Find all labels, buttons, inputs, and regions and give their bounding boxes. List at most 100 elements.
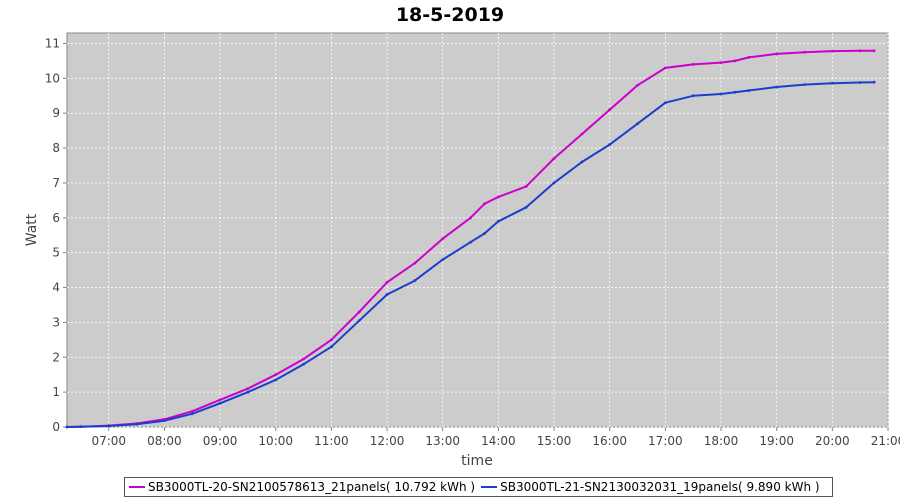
data-point <box>329 338 333 342</box>
data-point <box>858 81 862 84</box>
data-point <box>357 319 361 323</box>
data-point <box>858 49 862 53</box>
data-point <box>803 50 806 54</box>
x-tick-label: 10:00 <box>258 434 293 448</box>
data-point <box>830 81 834 85</box>
data-point <box>246 387 250 391</box>
y-tick-label: 0 <box>52 420 60 434</box>
y-tick-label: 10 <box>45 71 60 85</box>
data-point <box>636 83 639 87</box>
data-point <box>580 160 584 164</box>
x-tick-label: 11:00 <box>314 434 349 448</box>
data-point <box>79 425 83 429</box>
legend-swatch <box>129 486 145 488</box>
data-point <box>803 83 806 87</box>
chart-title: 18-5-2019 <box>395 4 505 26</box>
data-point <box>413 279 417 282</box>
data-point <box>872 49 876 53</box>
x-tick-label: 15:00 <box>537 434 572 448</box>
data-point <box>608 108 612 112</box>
data-point <box>719 61 723 65</box>
data-point <box>524 185 528 188</box>
y-tick-label: 7 <box>52 176 60 190</box>
data-point <box>483 202 486 206</box>
data-point <box>483 232 486 235</box>
legend-label: SB3000TL-20-SN2100578613_21panels( 10.79… <box>148 480 476 494</box>
x-tick-label: 21:00 <box>871 434 900 448</box>
data-point <box>413 261 417 265</box>
data-point <box>329 345 333 349</box>
x-tick-label: 13:00 <box>425 434 460 448</box>
x-tick-label: 14:00 <box>481 434 516 448</box>
y-tick-label: 5 <box>52 246 60 260</box>
legend-swatch <box>481 486 498 488</box>
data-point <box>747 89 751 92</box>
data-point <box>830 49 834 53</box>
data-point <box>524 205 528 209</box>
data-point <box>302 362 305 366</box>
data-point <box>246 390 250 394</box>
y-tick-label: 6 <box>52 211 60 225</box>
data-point <box>65 425 69 429</box>
data-point <box>733 90 737 94</box>
y-tick-label: 9 <box>52 106 60 120</box>
x-tick-label: 07:00 <box>91 434 126 448</box>
data-point <box>135 422 138 426</box>
data-point <box>357 310 361 314</box>
data-point <box>441 258 445 262</box>
data-point <box>496 195 500 199</box>
x-tick-label: 20:00 <box>815 434 850 448</box>
legend-item-2: SB3000TL-21-SN2130032031_19panels( 9.890… <box>481 480 820 494</box>
data-point <box>663 101 667 105</box>
data-point <box>441 237 445 241</box>
data-point <box>636 122 639 126</box>
data-point <box>190 412 194 416</box>
data-point <box>274 373 278 377</box>
data-point <box>385 280 389 284</box>
data-point <box>302 357 305 361</box>
y-tick-label: 1 <box>52 385 60 399</box>
x-tick-label: 08:00 <box>147 434 182 448</box>
x-axis-label: time <box>461 453 493 469</box>
data-point <box>552 181 556 185</box>
data-point <box>691 62 695 66</box>
x-tick-label: 12:00 <box>370 434 405 448</box>
legend: SB3000TL-20-SN2100578613_21panels( 10.79… <box>124 477 833 497</box>
legend-item-1: SB3000TL-20-SN2100578613_21panels( 10.79… <box>129 480 475 494</box>
legend-label: SB3000TL-21-SN2130032031_19panels( 9.890… <box>500 480 820 494</box>
x-tick-label: 09:00 <box>203 434 238 448</box>
y-axis-label: Watt <box>24 213 40 246</box>
data-point <box>775 85 779 89</box>
data-point <box>190 409 194 413</box>
data-point <box>580 132 584 136</box>
x-tick-label: 19:00 <box>759 434 794 448</box>
x-tick-label: 16:00 <box>592 434 627 448</box>
data-point <box>552 157 556 160</box>
data-point <box>107 424 111 428</box>
data-point <box>218 401 222 405</box>
data-point <box>663 66 667 70</box>
data-point <box>163 419 166 423</box>
data-point <box>496 219 500 223</box>
data-point <box>385 293 389 296</box>
y-tick-label: 2 <box>52 350 60 364</box>
y-tick-label: 4 <box>52 281 60 295</box>
data-point <box>733 59 737 63</box>
data-point <box>608 143 612 146</box>
data-point <box>719 92 723 96</box>
x-tick-label: 18:00 <box>704 434 739 448</box>
axes: 0 1 2 3 4 5 6 7 8 9 10 11 07:00 08:00 09:00 10:00 11:00 1… <box>45 36 900 448</box>
data-point <box>872 80 876 84</box>
series-group <box>65 49 876 429</box>
data-point <box>274 378 278 382</box>
data-point <box>218 398 222 402</box>
data-point <box>469 216 472 220</box>
y-tick-label: 11 <box>45 36 60 50</box>
data-point <box>469 240 472 244</box>
data-point <box>691 94 695 98</box>
x-tick-label: 17:00 <box>648 434 683 448</box>
data-point <box>775 52 779 56</box>
y-tick-label: 3 <box>52 315 60 329</box>
data-point <box>747 56 751 59</box>
